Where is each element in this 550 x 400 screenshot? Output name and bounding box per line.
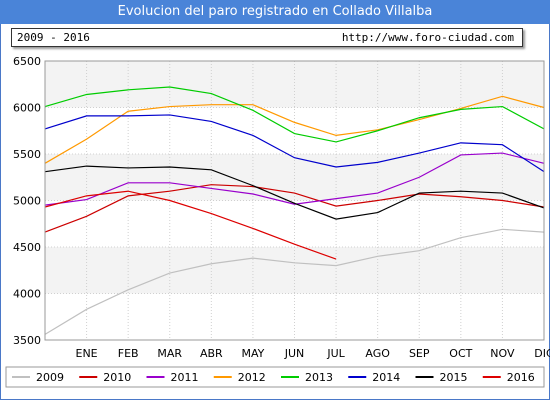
- y-tick-label: 5000: [13, 195, 41, 208]
- series-lines: [44, 86, 545, 335]
- y-tick-label: 6500: [13, 55, 41, 68]
- series-line-2015: [44, 165, 545, 220]
- legend-label: 2015: [440, 371, 468, 384]
- legend-label: 2013: [305, 371, 333, 384]
- series-line-2012: [44, 95, 545, 164]
- y-tick-label: 3500: [13, 334, 41, 347]
- legend: 2009 2010 2011 2012 2013 2014 2015 2016: [5, 366, 545, 388]
- plot-band: [45, 61, 544, 108]
- chart-title: Evolucion del paro registrado en Collado…: [0, 0, 550, 24]
- legend-label: 2016: [507, 371, 535, 384]
- x-tick-label: ENE: [76, 347, 98, 360]
- series-line-2011: [44, 152, 545, 206]
- x-tick-label: OCT: [449, 347, 472, 360]
- y-axis-ticks: 3500 4000 4500 5000 5500 6000 6500: [13, 55, 41, 347]
- legend-label: 2009: [36, 371, 64, 384]
- series-line-2014: [44, 114, 545, 173]
- x-tick-label: NOV: [490, 347, 515, 360]
- x-tick-label: JUL: [326, 347, 345, 360]
- x-tick-label: FEB: [118, 347, 139, 360]
- x-tick-label: MAY: [241, 347, 264, 360]
- series-line-2010: [44, 184, 545, 233]
- y-tick-label: 6000: [13, 102, 41, 115]
- x-tick-label: AGO: [365, 347, 390, 360]
- date-range-label: 2009 - 2016: [17, 31, 90, 44]
- series-line-2013: [44, 86, 545, 143]
- legend-label: 2010: [103, 371, 131, 384]
- x-tick-label: MAR: [157, 347, 182, 360]
- legend-label: 2014: [372, 371, 400, 384]
- x-axis-ticks: ENE FEB MAR ABR MAY JUN JUL AGO SEP OCT NOV DIC: [76, 347, 550, 360]
- plot-border: [44, 60, 545, 341]
- y-tick-label: 4500: [13, 241, 41, 254]
- y-tick-label: 4000: [13, 288, 41, 301]
- series-line-2016: [44, 190, 337, 260]
- legend-label: 2012: [238, 371, 266, 384]
- legend-box: [5, 366, 545, 388]
- x-tick-label: JUN: [284, 347, 305, 360]
- legend-label: 2011: [171, 371, 199, 384]
- plot-band: [45, 247, 544, 294]
- info-box: 2009 - 2016 http://www.foro-ciudad.com: [11, 28, 523, 47]
- series-line-2009: [44, 228, 545, 335]
- x-tick-label: ABR: [200, 347, 223, 360]
- y-tick-label: 5500: [13, 148, 41, 161]
- x-tick-label: SEP: [409, 347, 430, 360]
- source-url: http://www.foro-ciudad.com: [341, 31, 514, 44]
- x-tick-label: DIC: [534, 347, 550, 360]
